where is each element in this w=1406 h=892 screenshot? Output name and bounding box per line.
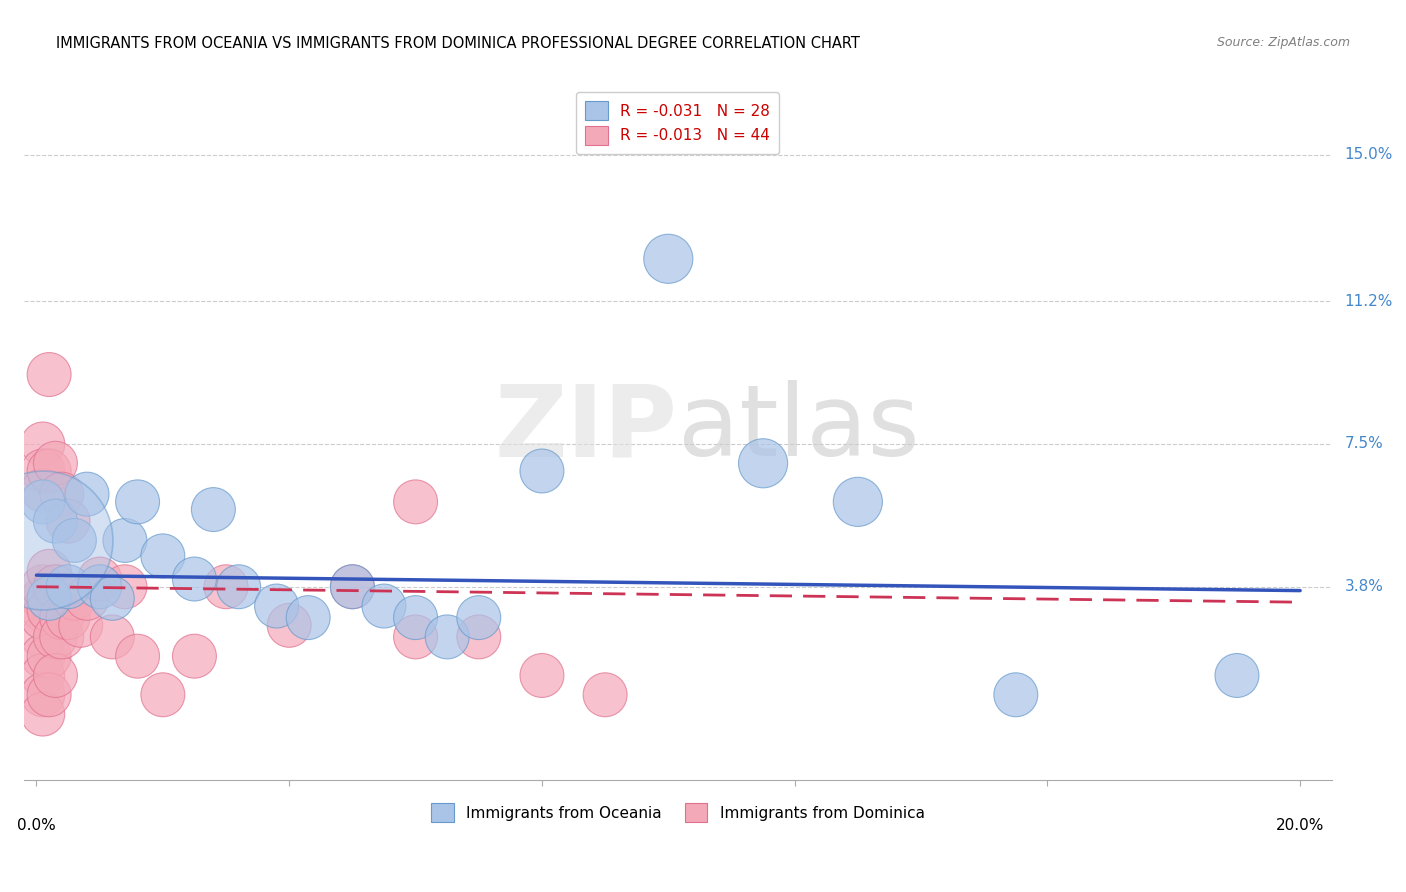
Point xyxy=(44,456,66,470)
Point xyxy=(63,533,86,548)
Point xyxy=(266,599,288,613)
Point xyxy=(846,495,869,509)
Point xyxy=(297,610,319,624)
Point xyxy=(1226,668,1249,682)
Point xyxy=(89,572,111,586)
Text: 11.2%: 11.2% xyxy=(1344,293,1393,309)
Point xyxy=(31,688,53,702)
Point xyxy=(56,514,79,528)
Point xyxy=(51,610,73,624)
Point xyxy=(228,580,250,594)
Point xyxy=(69,618,91,632)
Point xyxy=(56,610,79,624)
Point xyxy=(530,668,553,682)
Point xyxy=(76,487,98,501)
Point xyxy=(38,564,60,578)
Point xyxy=(152,549,174,563)
Point xyxy=(114,580,136,594)
Point xyxy=(127,495,149,509)
Text: 20.0%: 20.0% xyxy=(1277,818,1324,833)
Point xyxy=(31,630,53,644)
Point xyxy=(183,572,205,586)
Point xyxy=(63,591,86,606)
Point xyxy=(31,668,53,682)
Point xyxy=(44,630,66,644)
Point xyxy=(31,495,53,509)
Point xyxy=(593,688,616,702)
Point xyxy=(152,688,174,702)
Point xyxy=(44,580,66,594)
Point xyxy=(183,649,205,664)
Point xyxy=(31,533,53,548)
Point xyxy=(1004,688,1026,702)
Point xyxy=(202,502,225,516)
Point xyxy=(44,668,66,682)
Point xyxy=(114,533,136,548)
Point xyxy=(51,630,73,644)
Text: atlas: atlas xyxy=(678,380,920,477)
Point xyxy=(405,495,427,509)
Point xyxy=(405,630,427,644)
Point xyxy=(657,252,679,266)
Point xyxy=(38,591,60,606)
Point xyxy=(436,630,458,644)
Point xyxy=(38,649,60,664)
Point xyxy=(44,514,66,528)
Point xyxy=(38,688,60,702)
Point xyxy=(76,591,98,606)
Point xyxy=(215,580,238,594)
Point xyxy=(101,630,124,644)
Text: 15.0%: 15.0% xyxy=(1344,147,1393,162)
Point xyxy=(38,603,60,617)
Text: IMMIGRANTS FROM OCEANIA VS IMMIGRANTS FROM DOMINICA PROFESSIONAL DEGREE CORRELAT: IMMIGRANTS FROM OCEANIA VS IMMIGRANTS FR… xyxy=(56,36,860,51)
Point xyxy=(31,603,53,617)
Point xyxy=(31,483,53,498)
Text: ZIP: ZIP xyxy=(495,380,678,477)
Point xyxy=(38,464,60,478)
Point xyxy=(405,610,427,624)
Point xyxy=(101,591,124,606)
Point xyxy=(373,599,395,613)
Point xyxy=(89,580,111,594)
Text: 0.0%: 0.0% xyxy=(17,818,56,833)
Point xyxy=(31,580,53,594)
Point xyxy=(56,580,79,594)
Text: 7.5%: 7.5% xyxy=(1344,436,1384,451)
Point xyxy=(31,437,53,451)
Point xyxy=(31,649,53,664)
Point xyxy=(51,487,73,501)
Point xyxy=(278,618,301,632)
Point xyxy=(127,649,149,664)
Point xyxy=(468,630,491,644)
Point xyxy=(31,707,53,722)
Point xyxy=(530,464,553,478)
Point xyxy=(752,456,775,470)
Point xyxy=(342,580,364,594)
Point xyxy=(468,610,491,624)
Point xyxy=(38,368,60,382)
Point xyxy=(342,580,364,594)
Legend: Immigrants from Oceania, Immigrants from Dominica: Immigrants from Oceania, Immigrants from… xyxy=(425,797,931,828)
Text: Source: ZipAtlas.com: Source: ZipAtlas.com xyxy=(1216,36,1350,49)
Point xyxy=(31,591,53,606)
Point xyxy=(31,610,53,624)
Text: 3.8%: 3.8% xyxy=(1344,579,1384,594)
Point xyxy=(31,464,53,478)
